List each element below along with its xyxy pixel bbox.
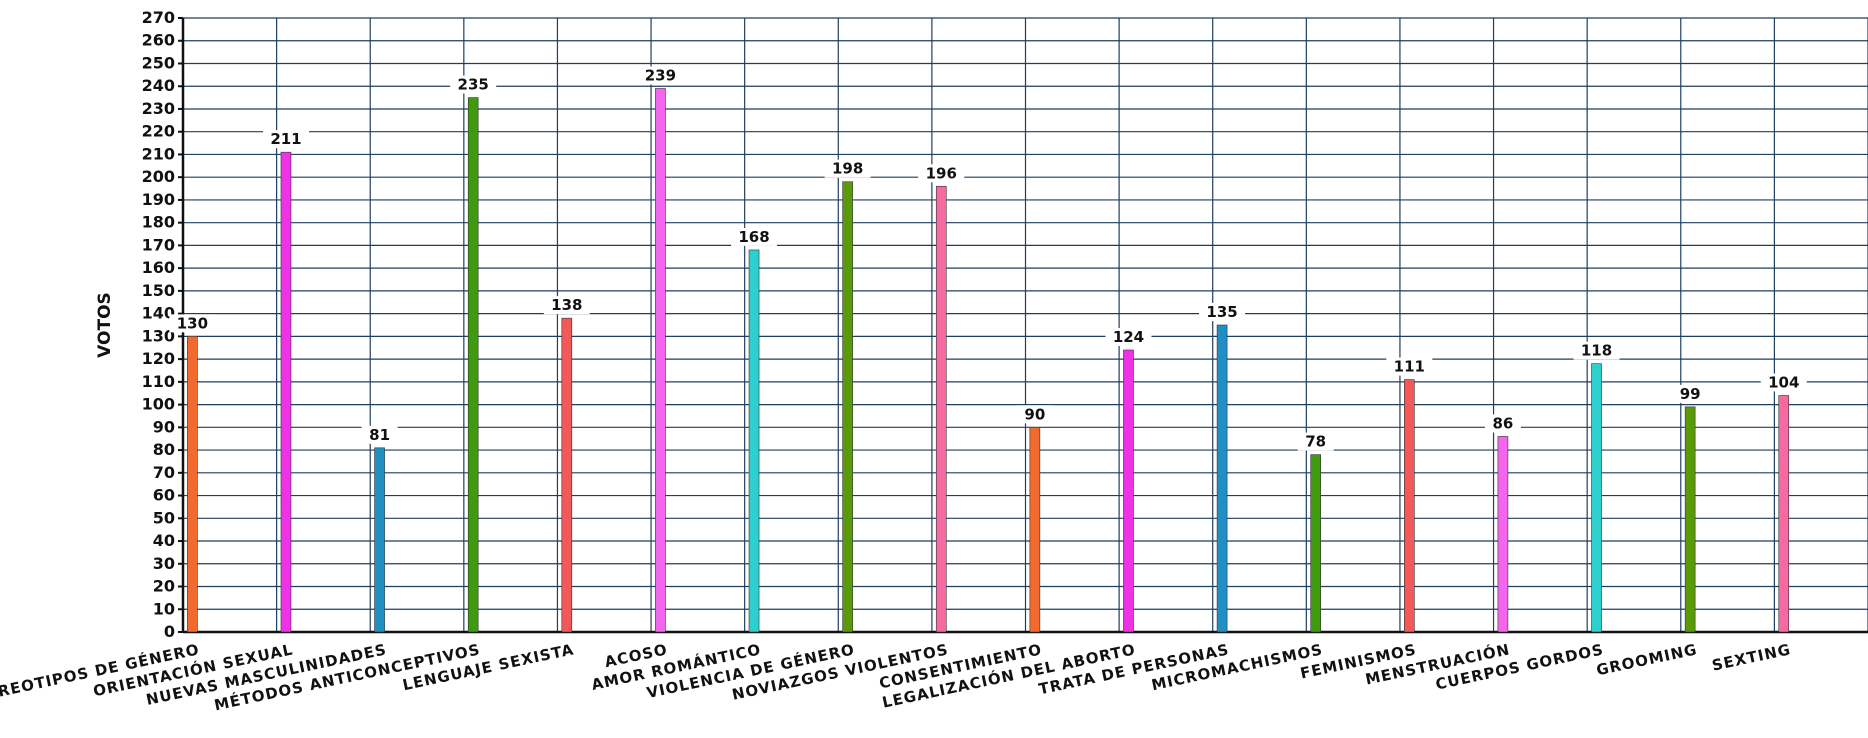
bar [935,185,947,633]
data-label: 99 [1680,385,1701,403]
xtick-label: SEXTING [1710,640,1792,674]
data-label-bg [543,296,590,315]
xtick-label: GROOMING [1595,640,1699,679]
ytick-label: 270 [142,8,175,27]
data-label-bg [1105,328,1152,347]
ytick-label: 70 [153,463,175,482]
bar [655,88,666,633]
ytick-label: 20 [153,577,175,596]
ytick-label: 220 [142,122,175,141]
bar [1310,454,1321,633]
bar [748,249,760,633]
data-label: 198 [832,160,863,178]
ytick-label: 0 [164,622,175,641]
data-label-bg [1297,432,1334,451]
data-label-bg [1573,341,1620,360]
data-label: 135 [1206,303,1237,321]
bar [1684,406,1696,633]
ytick-label: 180 [142,213,175,232]
ytick-label: 200 [142,167,175,186]
bar [187,336,198,633]
data-label-bg [169,314,216,333]
bar [374,447,385,633]
ytick-label: 170 [142,235,175,254]
data-label: 235 [458,76,489,94]
bar [561,317,573,633]
ytick-label: 100 [142,395,175,414]
data-label: 81 [369,426,390,444]
ytick-label: 160 [142,258,175,277]
bar [1216,324,1228,633]
data-label-bg [1760,373,1807,392]
data-label-bg [1484,414,1521,433]
y-axis-label: VOTOS [95,292,115,358]
data-label-bg [1672,384,1709,403]
ytick-label: 260 [142,31,175,50]
data-label-bg [1016,405,1053,424]
data-label: 211 [270,130,301,148]
bar [842,181,853,633]
bar [1123,349,1134,633]
bar [467,97,479,633]
bar [1404,379,1415,633]
data-label: 168 [738,228,769,246]
ytick-label: 120 [142,349,175,368]
ytick-label: 50 [153,508,175,527]
ytick-label: 150 [142,281,175,300]
bar [1497,436,1509,633]
data-label-bg [824,159,871,178]
bar [1591,363,1602,633]
ytick-label: 130 [142,326,175,345]
bar [1778,395,1790,633]
data-label: 239 [645,66,676,84]
ytick-label: 80 [153,440,175,459]
data-label: 130 [177,314,208,332]
data-label: 196 [926,164,957,182]
ytick-label: 210 [142,144,175,163]
ytick-label: 10 [153,599,175,618]
bar [1029,427,1041,633]
data-label: 104 [1768,373,1799,391]
ytick-label: 30 [153,554,175,573]
data-label-bg [262,130,309,149]
ytick-label: 110 [142,372,175,391]
data-label: 111 [1394,358,1425,376]
data-label: 138 [551,296,582,314]
data-label: 118 [1581,342,1612,360]
ytick-label: 190 [142,190,175,209]
data-label: 78 [1305,433,1326,451]
data-label-bg [918,164,965,183]
data-label: 90 [1024,405,1045,423]
ytick-label: 140 [142,304,175,323]
ytick-label: 60 [153,486,175,505]
ytick-label: 250 [142,53,175,72]
data-label-bg [450,75,497,94]
data-label: 124 [1113,328,1144,346]
bar [280,151,292,633]
ytick-label: 40 [153,531,175,550]
ytick-label: 230 [142,99,175,118]
ytick-label: 90 [153,417,175,436]
data-label: 86 [1492,414,1513,432]
data-label-bg [731,227,778,246]
data-label-bg [1199,303,1246,321]
data-label-bg [1386,357,1433,376]
data-label-bg [637,66,684,85]
ytick-label: 240 [142,76,175,95]
data-label-bg [361,425,398,444]
